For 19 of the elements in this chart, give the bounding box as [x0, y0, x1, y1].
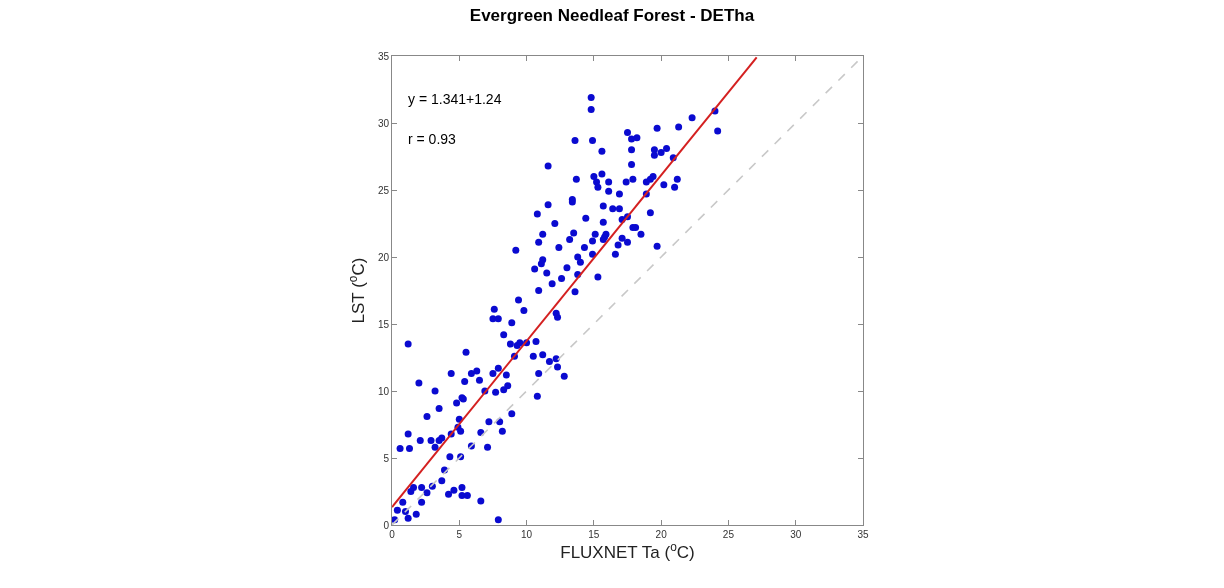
annotation: r = 0.93 — [408, 131, 457, 147]
y-tick-label: 35 — [377, 50, 390, 62]
x-tick-label: 5 — [456, 529, 463, 540]
y-tick-label: 30 — [377, 117, 390, 129]
y-tick-label: 25 — [377, 184, 390, 196]
y-tick-label: 15 — [377, 318, 390, 330]
x-tick-label: 10 — [521, 529, 533, 540]
x-tick-label: 20 — [655, 529, 668, 540]
x-tick-label: 15 — [588, 529, 600, 540]
y-tick-label: 20 — [377, 251, 390, 263]
x-axis-title: FLUXNET Ta ($^{o}$C) — [560, 540, 695, 563]
y-tick-label: 10 — [377, 385, 390, 397]
x-tick-label: 35 — [857, 529, 869, 540]
x-tick-label: 30 — [790, 529, 802, 540]
y-tick-label: 0 — [383, 519, 390, 531]
y-tick-label: 5 — [383, 452, 390, 464]
annotation: y = 1.341+1.24 — [408, 91, 502, 107]
x-tick-label: 25 — [722, 529, 735, 540]
chart-title: Evergreen Needleaf Forest - DETha — [469, 5, 755, 25]
